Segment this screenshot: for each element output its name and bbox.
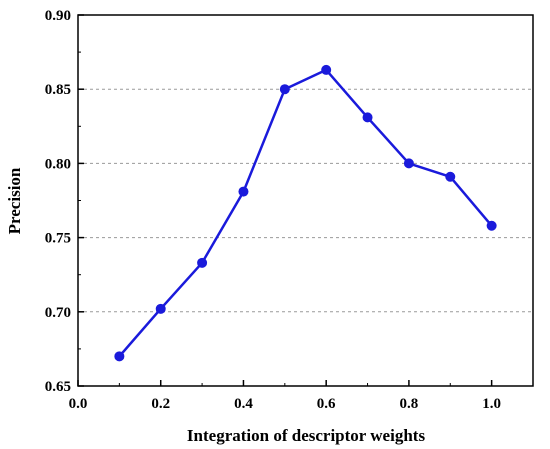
- data-point: [238, 186, 249, 197]
- data-point: [362, 112, 373, 123]
- x-tick-label: 0.0: [69, 396, 88, 412]
- gridlines: [78, 88, 533, 313]
- data-point: [403, 158, 414, 169]
- y-tick-label: 0.85: [45, 82, 71, 98]
- y-tick-label: 0.70: [45, 305, 71, 321]
- data-point: [279, 84, 290, 95]
- x-tick-label: 1.0: [482, 396, 501, 412]
- y-axis: 0.65 0.70 0.75 0.80 0.85 0.90: [45, 8, 84, 395]
- y-axis-title: Precision: [5, 167, 24, 234]
- data-point: [197, 257, 208, 268]
- y-tick-label: 0.75: [45, 231, 71, 247]
- data-point: [486, 220, 497, 231]
- x-tick-label: 0.8: [400, 396, 419, 412]
- data-point: [321, 64, 332, 75]
- data-point: [155, 303, 166, 314]
- y-tick-label: 0.80: [45, 156, 71, 172]
- data-series: [114, 64, 497, 362]
- y-tick-label: 0.65: [45, 379, 71, 395]
- y-tick-label: 0.90: [45, 8, 71, 24]
- x-axis-title: Integration of descriptor weights: [187, 426, 426, 445]
- x-axis: 0.0 0.2 0.4 0.6 0.8 1.0: [69, 380, 501, 412]
- x-tick-label: 0.6: [317, 396, 336, 412]
- data-point: [445, 171, 456, 182]
- series-line: [118, 68, 493, 358]
- x-tick-label: 0.4: [234, 396, 253, 412]
- x-tick-label: 0.2: [151, 396, 170, 412]
- data-point: [114, 351, 125, 362]
